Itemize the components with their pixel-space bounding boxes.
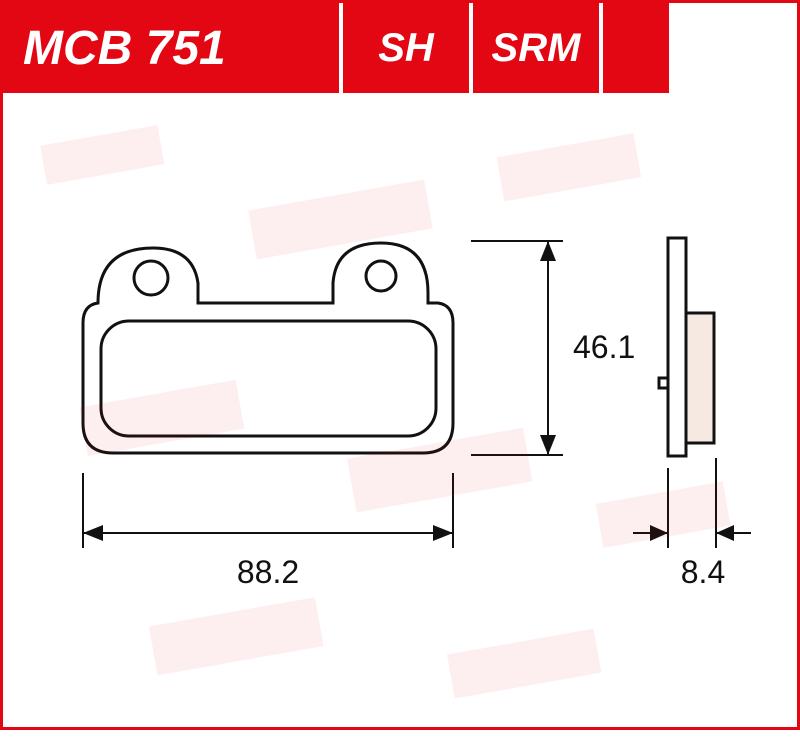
watermark xyxy=(3,93,797,733)
diagram-area: 88.2 46.1 8.4 xyxy=(3,93,797,733)
spec-sheet: MCB 751 SH SRM xyxy=(0,0,800,730)
tag-sh: SH xyxy=(343,3,473,93)
tag-srm: SRM xyxy=(473,3,603,93)
header-empty-cell xyxy=(603,3,673,93)
header-spacer xyxy=(673,3,797,93)
header-bar: MCB 751 SH SRM xyxy=(3,3,797,93)
product-code: MCB 751 xyxy=(3,3,343,93)
